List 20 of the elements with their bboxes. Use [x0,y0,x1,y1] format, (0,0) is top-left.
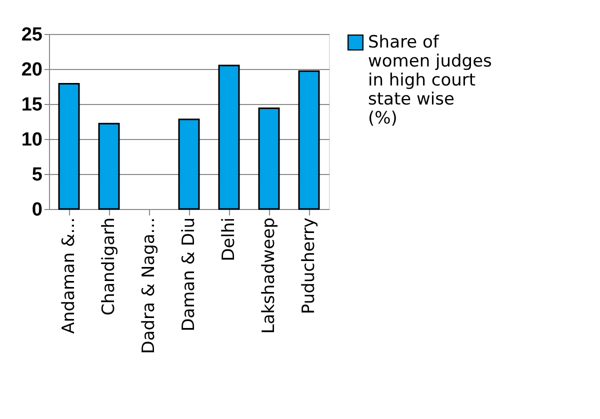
y-tick-label: 0 [32,200,42,220]
bar [258,107,280,210]
y-tick-label: 20 [21,60,42,80]
y-tick-label: 10 [21,130,42,150]
bar [178,118,200,210]
x-tick-label: Dadra & Naga... [139,218,159,354]
x-tick-label: Andaman &... [59,218,79,334]
bar [58,82,80,210]
x-tick-label: Chandigarh [99,218,119,316]
x-tick-label: Delhi [219,218,239,262]
y-tick-label: 15 [21,94,43,116]
legend-label: Share of women judges in high court state wise (%) [368,32,492,128]
x-tick-label: Daman & Diu [179,218,199,332]
y-tick-label: 5 [32,164,43,186]
y-tick-label: 25 [21,24,43,46]
bar [98,122,120,210]
bar [218,64,240,210]
x-tick-label: Lakshadweep [259,218,279,334]
bar [298,70,320,210]
x-tick-label: Puducherry [299,218,319,314]
